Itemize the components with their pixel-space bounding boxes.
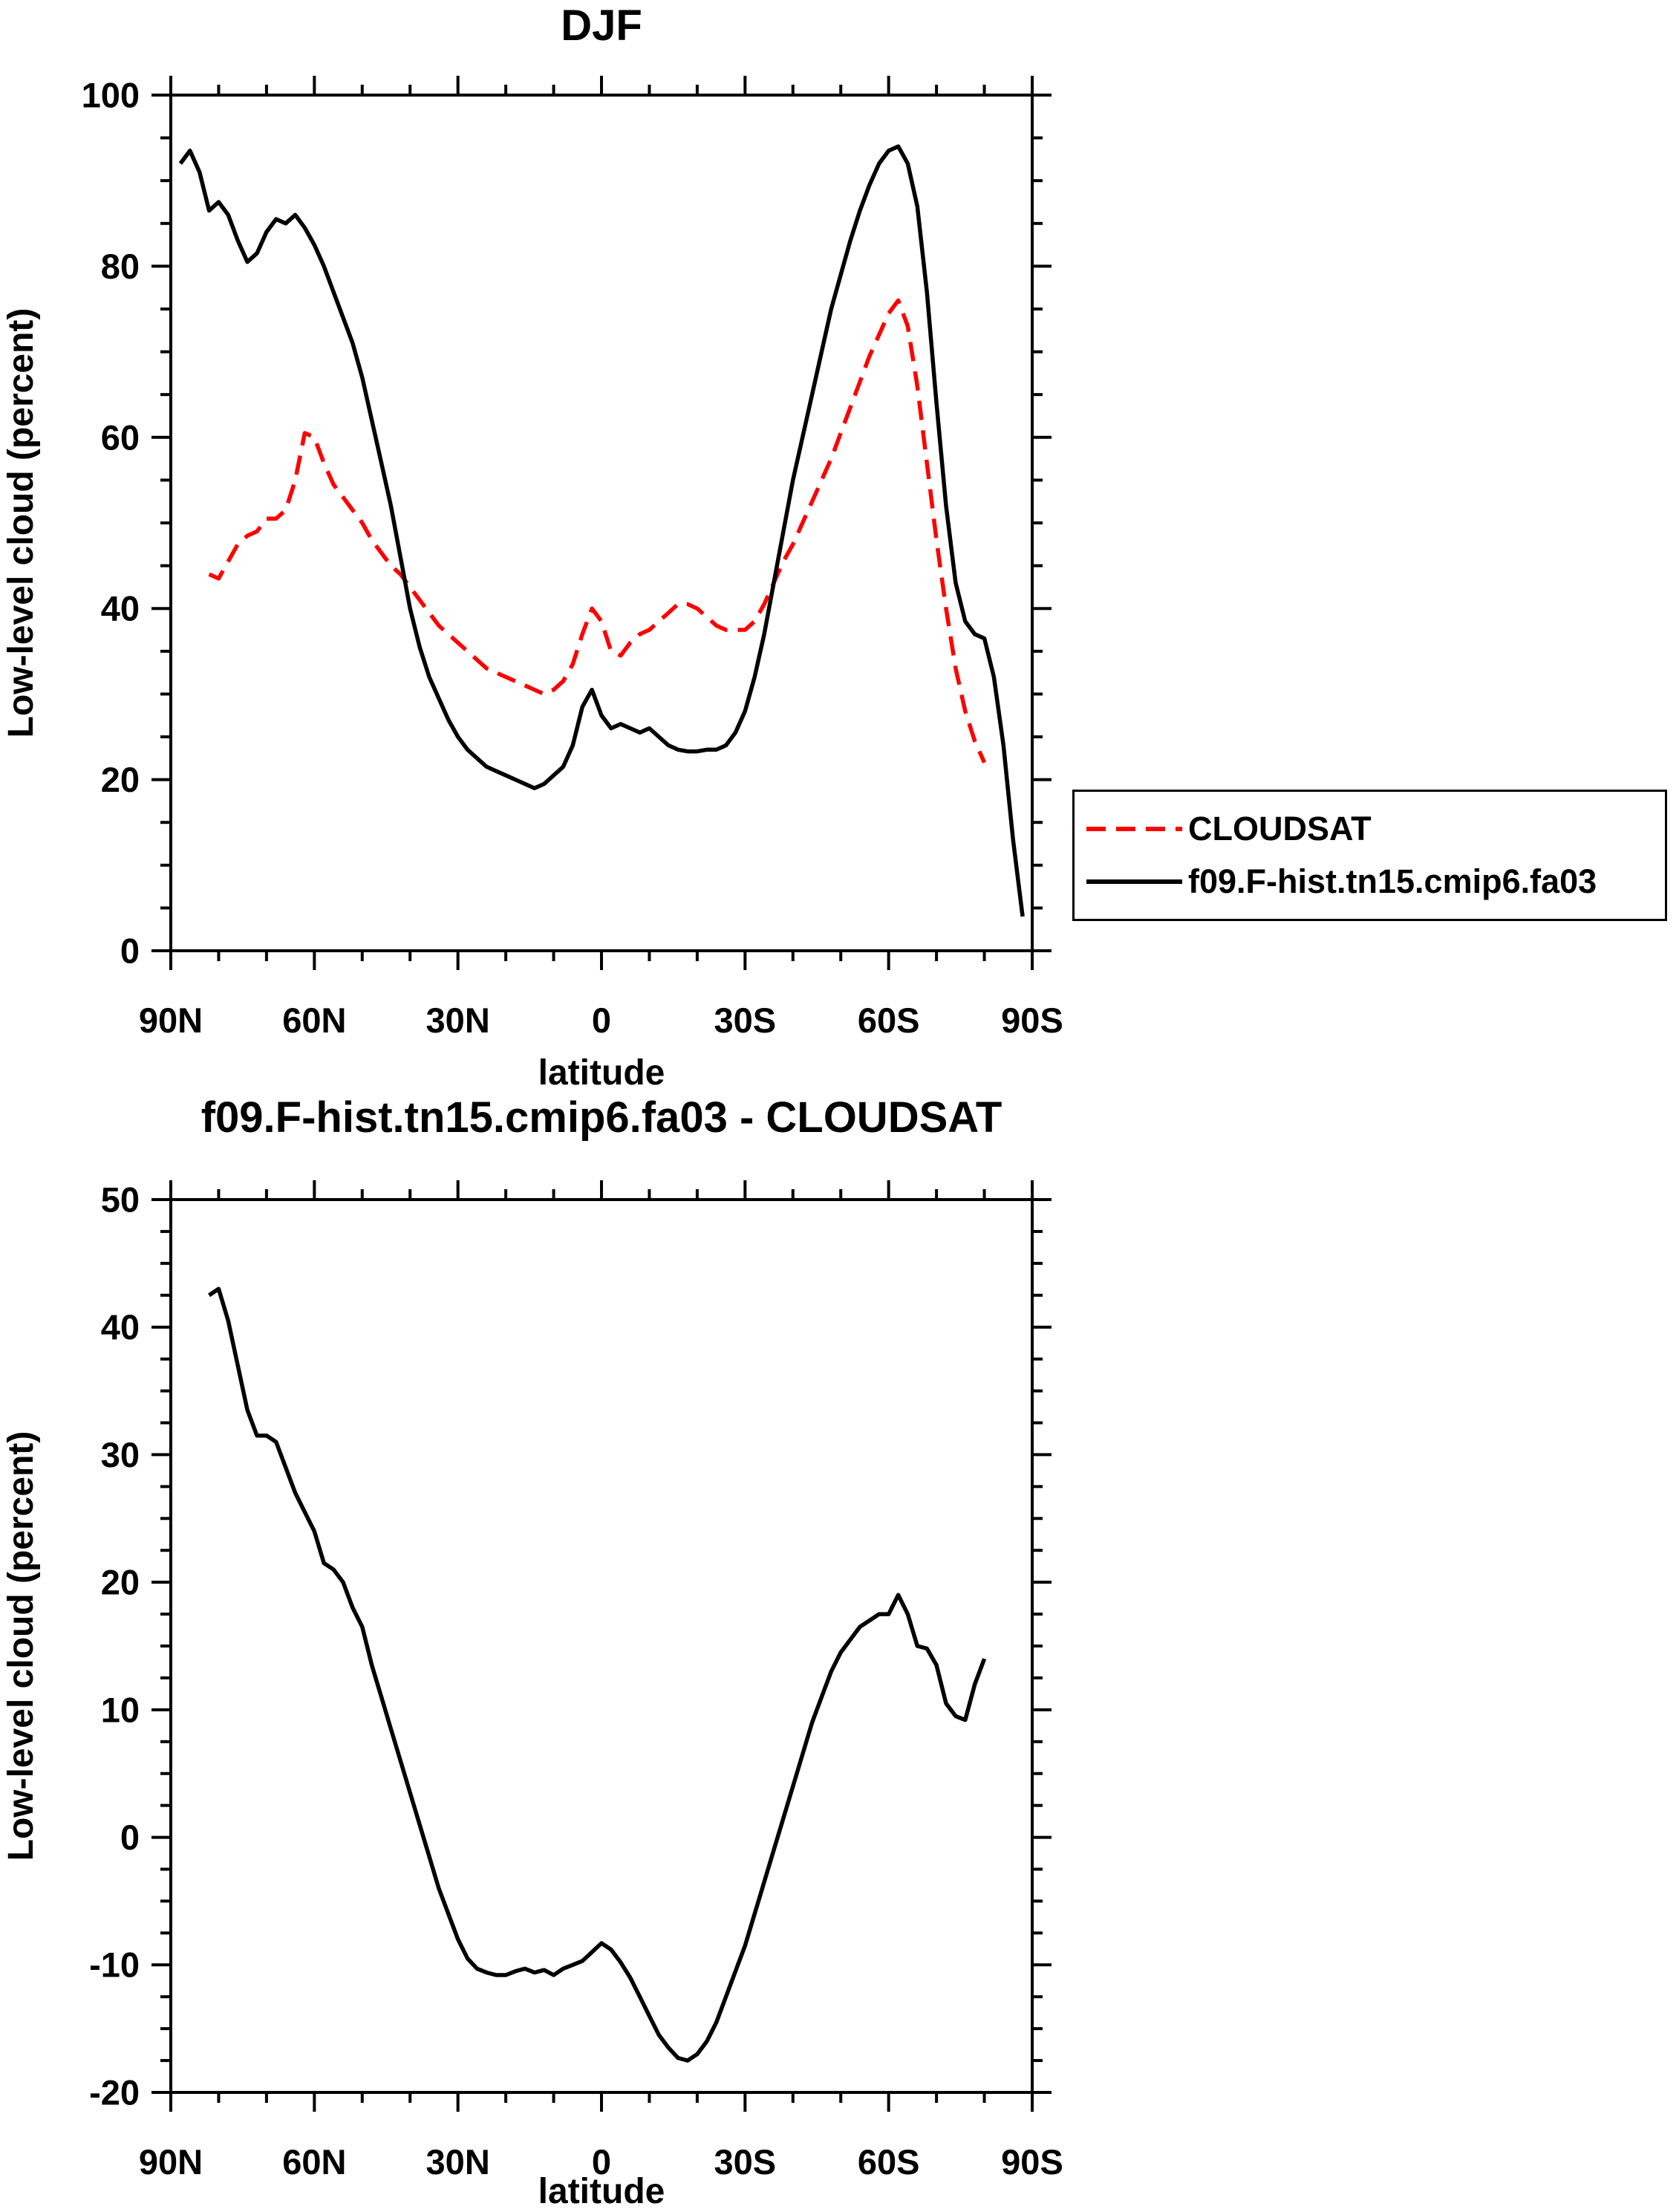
- top-plot-area: 90N 60N 30N 0 30S 60S 90S 0 20 40 60 80 100: [82, 75, 1063, 1040]
- x-tick-label: 60S: [858, 2142, 920, 2182]
- top-x-axis-title: latitude: [538, 1053, 665, 1093]
- y-tick-label: 20: [101, 760, 140, 799]
- y-tick-label: 10: [101, 1690, 140, 1729]
- bottom-chart-title: f09.F-hist.tn15.cmip6.fa03 - CLOUDSAT: [201, 1093, 1002, 1142]
- top-chart-title: DJF: [561, 1, 642, 50]
- series-line-1: [178, 144, 1025, 917]
- y-tick-label: 0: [120, 1818, 140, 1857]
- legend-label-cloudsat: CLOUDSAT: [1188, 809, 1372, 848]
- x-tick-label: 30S: [714, 2142, 777, 2182]
- x-tick-label: 60N: [282, 1001, 346, 1040]
- series-line-0: [208, 298, 987, 764]
- y-tick-label: 30: [101, 1435, 140, 1474]
- legend-box: CLOUDSAT f09.F-hist.tn15.cmip6.fa03: [1072, 790, 1667, 921]
- y-tick-label: 40: [101, 589, 140, 628]
- x-tick-label: 30S: [714, 1001, 777, 1040]
- y-tick-label: -10: [89, 1945, 140, 1985]
- y-tick-label: 100: [82, 75, 140, 114]
- legend-label-model: f09.F-hist.tn15.cmip6.fa03: [1188, 862, 1597, 901]
- legend-item-cloudsat: CLOUDSAT: [1083, 810, 1659, 848]
- x-tick-label: 30N: [426, 2142, 490, 2182]
- y-tick-label: 60: [101, 417, 140, 457]
- x-tick-label: 0: [592, 2142, 611, 2182]
- y-tick-label: 0: [120, 931, 140, 970]
- top-y-axis-title: Low-level cloud (percent): [1, 308, 41, 738]
- x-tick-label: 60N: [282, 2142, 346, 2182]
- x-tick-label: 90N: [139, 1001, 203, 1040]
- axis-box: [169, 1198, 1034, 2094]
- x-tick-label: 90N: [139, 2142, 203, 2182]
- y-tick-label: 40: [101, 1307, 140, 1347]
- legend-item-model: f09.F-hist.tn15.cmip6.fa03: [1083, 862, 1659, 901]
- y-tick-label: 50: [101, 1180, 140, 1219]
- x-tick-label: 60S: [858, 1001, 920, 1040]
- bottom-y-axis-title: Low-level cloud (percent): [1, 1431, 41, 1861]
- x-tick-label: 30N: [426, 1001, 490, 1040]
- series-line-0: [208, 1286, 987, 2063]
- x-tick-label: 90S: [1001, 1001, 1063, 1040]
- model-solid-line-sample: [1086, 879, 1182, 885]
- bottom-x-axis-title: latitude: [538, 2172, 665, 2211]
- y-tick-label: 20: [101, 1563, 140, 1602]
- y-tick-label: -20: [89, 2072, 140, 2112]
- y-tick-label: 80: [101, 247, 140, 286]
- x-tick-label: 90S: [1001, 2142, 1063, 2182]
- x-tick-label: 0: [592, 1001, 611, 1040]
- bottom-plot-area: 90N 60N 30N 0 30S 60S 90S -20 -10 0 10 20 30 40 50: [89, 1180, 1063, 2182]
- cloudsat-dashed-line-sample: [1086, 826, 1182, 831]
